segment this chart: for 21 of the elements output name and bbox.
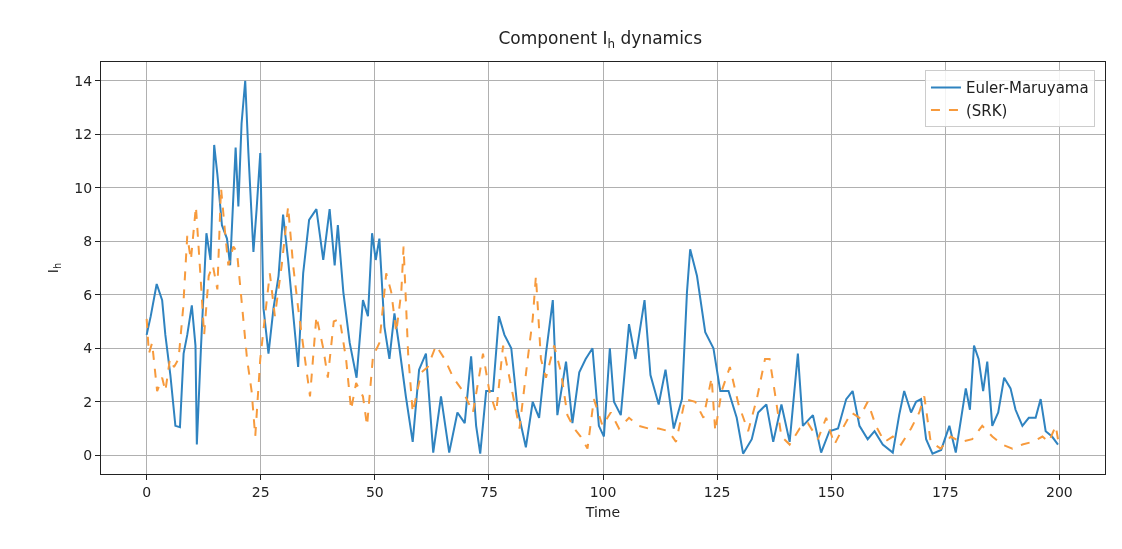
chart-title: Component I$_{h}$ dynamics: [498, 28, 703, 51]
legend-label: (SRK): [965, 101, 1008, 120]
y-tick-label: 2: [83, 393, 93, 410]
x-tick-label: 125: [703, 483, 731, 500]
y-tick-label: 6: [83, 286, 93, 303]
x-tick-label: 50: [365, 483, 384, 500]
y-tick-label: 0: [83, 447, 93, 464]
y-tick-label: 8: [83, 233, 93, 250]
y-tick-label: 4: [83, 340, 93, 357]
y-tick-label: 12: [74, 126, 93, 143]
x-axis-title: Time: [584, 504, 621, 521]
y-tick-label: 10: [74, 179, 93, 196]
x-tick-label: 150: [817, 483, 845, 500]
x-tick-label: 25: [251, 483, 270, 500]
y-tick-label: 14: [74, 72, 93, 89]
x-tick-label: 0: [142, 483, 152, 500]
x-tick-label: 75: [480, 483, 498, 500]
legend-label: Euler-Maruyama: [965, 79, 1089, 98]
x-tick-label: 200: [1045, 483, 1073, 500]
x-tick-label: 100: [589, 483, 617, 500]
x-tick-label: 175: [931, 483, 959, 500]
